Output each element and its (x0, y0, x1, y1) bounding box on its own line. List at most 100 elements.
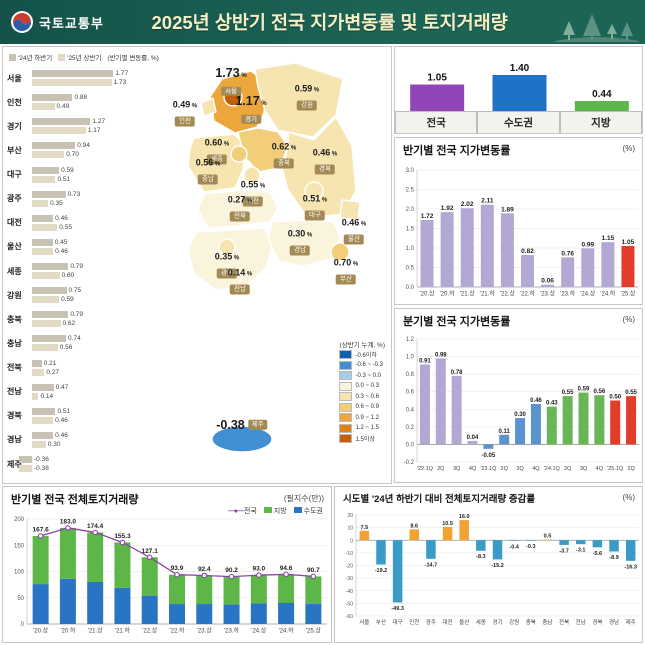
svg-text:전북: 전북 (559, 618, 569, 626)
bar (483, 444, 494, 449)
svg-text:0.91: 0.91 (419, 358, 431, 364)
svg-text:제주: 제주 (626, 618, 636, 626)
svg-text:-60: -60 (346, 614, 353, 620)
region-row: 울산 0.45 0.46 (7, 238, 68, 255)
svg-text:'22.하: '22.하 (520, 290, 535, 298)
bar (492, 75, 547, 113)
bar (420, 219, 434, 287)
regional-price-panel: '24년 하반기 '25년 상반기 (반기별 변동률, %) 서울 1.77 1.73 인… (2, 46, 392, 484)
legend-item: 수도권 (293, 506, 323, 516)
svg-text:200: 200 (14, 517, 25, 523)
map-region-busan (330, 242, 350, 262)
map-legend-item: 0.6 ~ 0.9 (339, 402, 383, 412)
map-legend-item: -0.6 ~ -0.3 (339, 360, 383, 370)
svg-text:0: 0 (21, 622, 25, 628)
panel-title: 반기별 전국 지가변동률 (403, 145, 511, 157)
svg-text:0.55: 0.55 (625, 390, 637, 396)
svg-text:90.2: 90.2 (225, 567, 238, 574)
bar (32, 392, 39, 400)
bar (32, 151, 65, 159)
bar (476, 540, 486, 551)
svg-text:-40: -40 (346, 589, 353, 595)
bar (521, 255, 534, 287)
bar (626, 396, 637, 445)
svg-text:경북: 경북 (592, 619, 602, 626)
svg-text:1.0: 1.0 (406, 246, 415, 252)
svg-text:0.30: 0.30 (514, 412, 526, 418)
bar (32, 320, 61, 328)
panel-title: 시도별 '24년 하반기 대비 전체토지거래량 증감률 (343, 494, 536, 505)
bar (500, 213, 514, 287)
transactions-legend: —●— 전국 지방 수도권 (228, 506, 323, 516)
map-label: 0.60 % 세종 (204, 137, 230, 165)
regional-legend: '24년 하반기 '25년 상반기 (반기별 변동률, %) (9, 52, 159, 62)
bar (578, 392, 589, 445)
bar-jibang (59, 527, 76, 579)
svg-text:강원: 강원 (509, 618, 519, 626)
svg-text:167.6: 167.6 (32, 527, 49, 534)
bar (562, 396, 573, 445)
bar (419, 364, 430, 445)
map-label: 0.59 % 강원 (294, 83, 320, 111)
svg-text:'24.하: '24.하 (279, 627, 294, 635)
bar (32, 359, 42, 367)
svg-text:94.6: 94.6 (280, 565, 293, 572)
svg-text:3Q: 3Q (516, 466, 524, 472)
svg-text:세종: 세종 (476, 618, 486, 626)
svg-text:-0.4: -0.4 (509, 544, 519, 550)
svg-text:충남: 충남 (542, 618, 552, 626)
svg-text:'20.하: '20.하 (440, 290, 455, 298)
svg-text:-0.3: -0.3 (526, 544, 535, 550)
svg-text:0.99: 0.99 (581, 241, 594, 248)
summary-panel: 1.05 1.40 0.44 전국 수도권 지방 (394, 46, 643, 134)
map-color-legend: -0.6이하 -0.6 ~ -0.3 -0.3 ~ 0.0 0.0 ~ 0.3 0.3 … (339, 350, 383, 445)
map-label: 0.35 % 광주 (214, 251, 240, 279)
bar (32, 440, 46, 448)
half-year-bars: 0.0 0.5 1.0 1.5 2.0 2.5 3.0 1.72 '20.상 1.92 '20.하 2… (406, 168, 638, 298)
bar (376, 540, 386, 565)
svg-text:90.7: 90.7 (307, 567, 320, 574)
svg-text:-0.2: -0.2 (404, 460, 415, 466)
legend-item: —●— 전국 (227, 508, 257, 515)
svg-text:-3.1: -3.1 (576, 548, 585, 554)
svg-text:-8.3: -8.3 (476, 554, 485, 560)
svg-text:-19.2: -19.2 (375, 568, 388, 574)
map-label: 0.49 % 인천 (172, 99, 198, 127)
bar (594, 395, 605, 445)
transactions-panel: 반기별 전국 전체토지거래량 (필지수(만)) —●— 전국 지방 수도권 0 50 1… (2, 486, 332, 643)
bar-sudogwon (223, 604, 240, 624)
region-row: 서울 1.77 1.73 (7, 70, 129, 86)
bar (492, 540, 503, 560)
summary-label: 수도권 (477, 111, 560, 133)
svg-text:1.72: 1.72 (421, 213, 434, 220)
svg-text:93.0: 93.0 (252, 566, 265, 573)
map-label: 0.46 % 경북 (312, 147, 338, 175)
bar-sudogwon (305, 604, 322, 624)
bar (32, 70, 114, 77)
region-row: 강원 0.75 0.59 (7, 287, 82, 304)
svg-text:127.1: 127.1 (142, 548, 159, 555)
svg-text:1.0: 1.0 (406, 355, 415, 361)
map-label: 1.17 % 경기 (235, 93, 267, 125)
svg-text:-8.9: -8.9 (609, 555, 618, 561)
bar (581, 248, 595, 287)
svg-text:8.6: 8.6 (410, 523, 418, 529)
bar (609, 540, 619, 552)
panel-unit: (%) (622, 144, 635, 153)
line-marker (92, 529, 98, 536)
map-region-gangwon (254, 62, 344, 138)
bar (19, 456, 32, 463)
bar-jibang (141, 557, 158, 596)
line-marker (146, 554, 153, 561)
svg-text:1.40: 1.40 (510, 63, 530, 74)
svg-text:부산: 부산 (376, 618, 386, 626)
bar (32, 118, 91, 126)
map-legend-item: 0.3 ~ 0.6 (339, 392, 383, 401)
region-row: 세종 0.79 0.60 (7, 263, 83, 279)
svg-text:2.5: 2.5 (406, 188, 415, 194)
map-region-gwangju (218, 238, 236, 256)
svg-text:0.82: 0.82 (521, 248, 534, 255)
map-label: 0.27 % 전북 (227, 194, 253, 222)
svg-text:0.78: 0.78 (451, 370, 463, 376)
bar (32, 272, 60, 279)
